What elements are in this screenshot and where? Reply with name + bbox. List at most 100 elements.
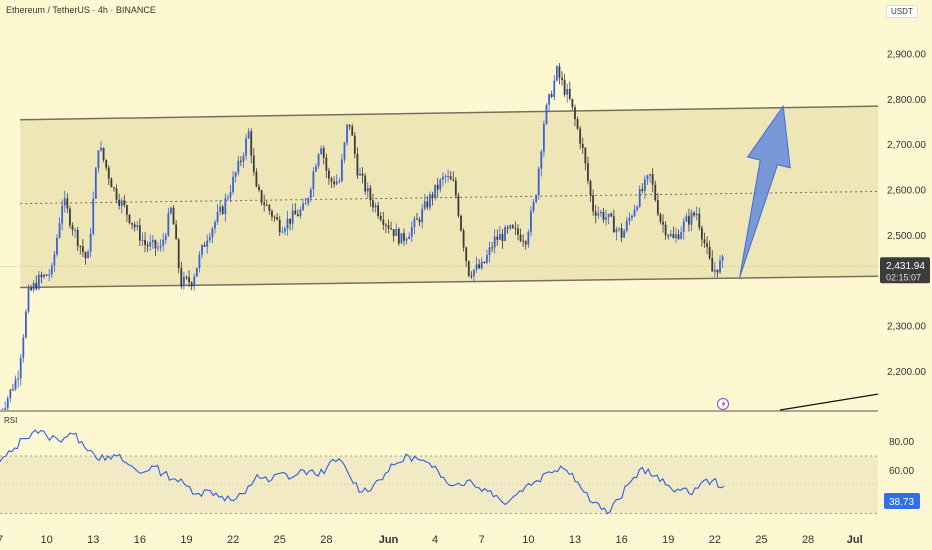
candle-body bbox=[633, 209, 636, 217]
candle-body bbox=[94, 168, 97, 199]
candle-body bbox=[299, 209, 302, 217]
candle-body bbox=[198, 254, 201, 268]
candle-body bbox=[333, 181, 336, 185]
candle-body bbox=[675, 234, 677, 238]
x-tick-label: 19 bbox=[662, 534, 674, 546]
candle-body bbox=[206, 240, 209, 247]
candle-body bbox=[348, 124, 351, 127]
candle-body bbox=[444, 176, 447, 178]
candle-body bbox=[14, 379, 17, 390]
candle-body bbox=[423, 201, 426, 209]
candle-body bbox=[351, 126, 354, 136]
candle-body bbox=[234, 172, 237, 177]
candle-body bbox=[623, 230, 626, 238]
candle-body bbox=[214, 221, 216, 229]
candle-body bbox=[558, 66, 561, 78]
candle-body bbox=[514, 227, 517, 229]
x-tick-label: 10 bbox=[522, 534, 534, 546]
candle-body bbox=[711, 258, 714, 272]
candle-body bbox=[377, 205, 380, 217]
candle-body bbox=[690, 212, 693, 225]
candle-body bbox=[312, 171, 315, 190]
rsi-tick-label: 80.00 bbox=[889, 437, 914, 448]
candle-body bbox=[74, 229, 77, 231]
x-tick-label: 7 bbox=[0, 534, 3, 546]
candle-body bbox=[545, 104, 548, 124]
candle-body bbox=[649, 174, 651, 176]
candle-body bbox=[113, 187, 115, 189]
candle-body bbox=[524, 241, 527, 245]
candle-body bbox=[281, 231, 284, 233]
candle-body bbox=[185, 276, 188, 278]
candle-body bbox=[56, 237, 58, 255]
candle-body bbox=[607, 213, 610, 218]
candle-body bbox=[620, 228, 623, 238]
y-tick-label: 2,900.00 bbox=[887, 50, 926, 61]
candle-body bbox=[473, 269, 475, 277]
candle-body bbox=[615, 229, 618, 233]
candle-body bbox=[359, 173, 361, 176]
candle-body bbox=[628, 217, 631, 221]
x-tick-label: 19 bbox=[180, 534, 192, 546]
candle-body bbox=[283, 228, 286, 232]
candle-body bbox=[449, 176, 452, 180]
candle-body bbox=[154, 240, 157, 249]
candle-body bbox=[413, 218, 416, 227]
x-tick-label: 28 bbox=[802, 534, 814, 546]
candle-body bbox=[434, 184, 437, 198]
candle-body bbox=[392, 229, 395, 236]
candle-body bbox=[6, 398, 9, 409]
candle-body bbox=[579, 128, 582, 144]
candle-body bbox=[250, 131, 253, 156]
candle-body bbox=[12, 389, 14, 391]
candle-body bbox=[716, 269, 719, 273]
candle-body bbox=[252, 155, 255, 172]
currency-badge[interactable]: USDT bbox=[886, 5, 918, 18]
x-tick-label: Jun bbox=[379, 534, 399, 546]
candle-body bbox=[480, 261, 483, 269]
candle-body bbox=[688, 216, 690, 225]
candle-body bbox=[227, 197, 229, 199]
candle-body bbox=[19, 357, 22, 379]
candle-body bbox=[45, 274, 48, 276]
candle-body bbox=[372, 200, 374, 208]
candle-body bbox=[651, 174, 654, 185]
rsi-pane-label: RSI bbox=[4, 416, 18, 425]
candle-body bbox=[353, 135, 356, 154]
candle-body bbox=[410, 226, 413, 237]
x-tick-label: 13 bbox=[87, 534, 99, 546]
candle-body bbox=[669, 234, 672, 236]
candle-body bbox=[491, 247, 493, 249]
candle-body bbox=[387, 225, 390, 229]
candle-body bbox=[405, 239, 408, 241]
candle-body bbox=[625, 220, 628, 231]
candle-body bbox=[465, 247, 468, 262]
candle-body bbox=[273, 216, 276, 218]
candle-body bbox=[509, 225, 512, 229]
candle-body bbox=[32, 283, 35, 290]
candle-body bbox=[43, 274, 45, 278]
candle-body bbox=[574, 107, 576, 120]
candle-body bbox=[193, 276, 196, 287]
candle-body bbox=[343, 142, 346, 160]
candle-body bbox=[527, 232, 530, 245]
candle-body bbox=[89, 233, 92, 252]
y-tick-label: 2,600.00 bbox=[887, 186, 926, 197]
candle-body bbox=[242, 155, 245, 162]
rsi-tick-label: 60.00 bbox=[889, 466, 914, 477]
rsi-line bbox=[0, 429, 725, 515]
candle-body bbox=[382, 219, 385, 225]
candle-body bbox=[646, 175, 649, 180]
candle-body bbox=[322, 148, 325, 158]
candle-body bbox=[172, 207, 175, 225]
candle-body bbox=[713, 269, 716, 272]
candle-body bbox=[53, 254, 56, 266]
candle-body bbox=[203, 245, 206, 247]
candle-body bbox=[542, 123, 545, 152]
candle-body bbox=[385, 224, 387, 226]
candle-body bbox=[81, 246, 84, 253]
channel-upper-line bbox=[20, 105, 879, 121]
candle-body bbox=[581, 143, 584, 148]
chart-title: Ethereum / TetherUS · 4h · BINANCE bbox=[6, 5, 156, 15]
